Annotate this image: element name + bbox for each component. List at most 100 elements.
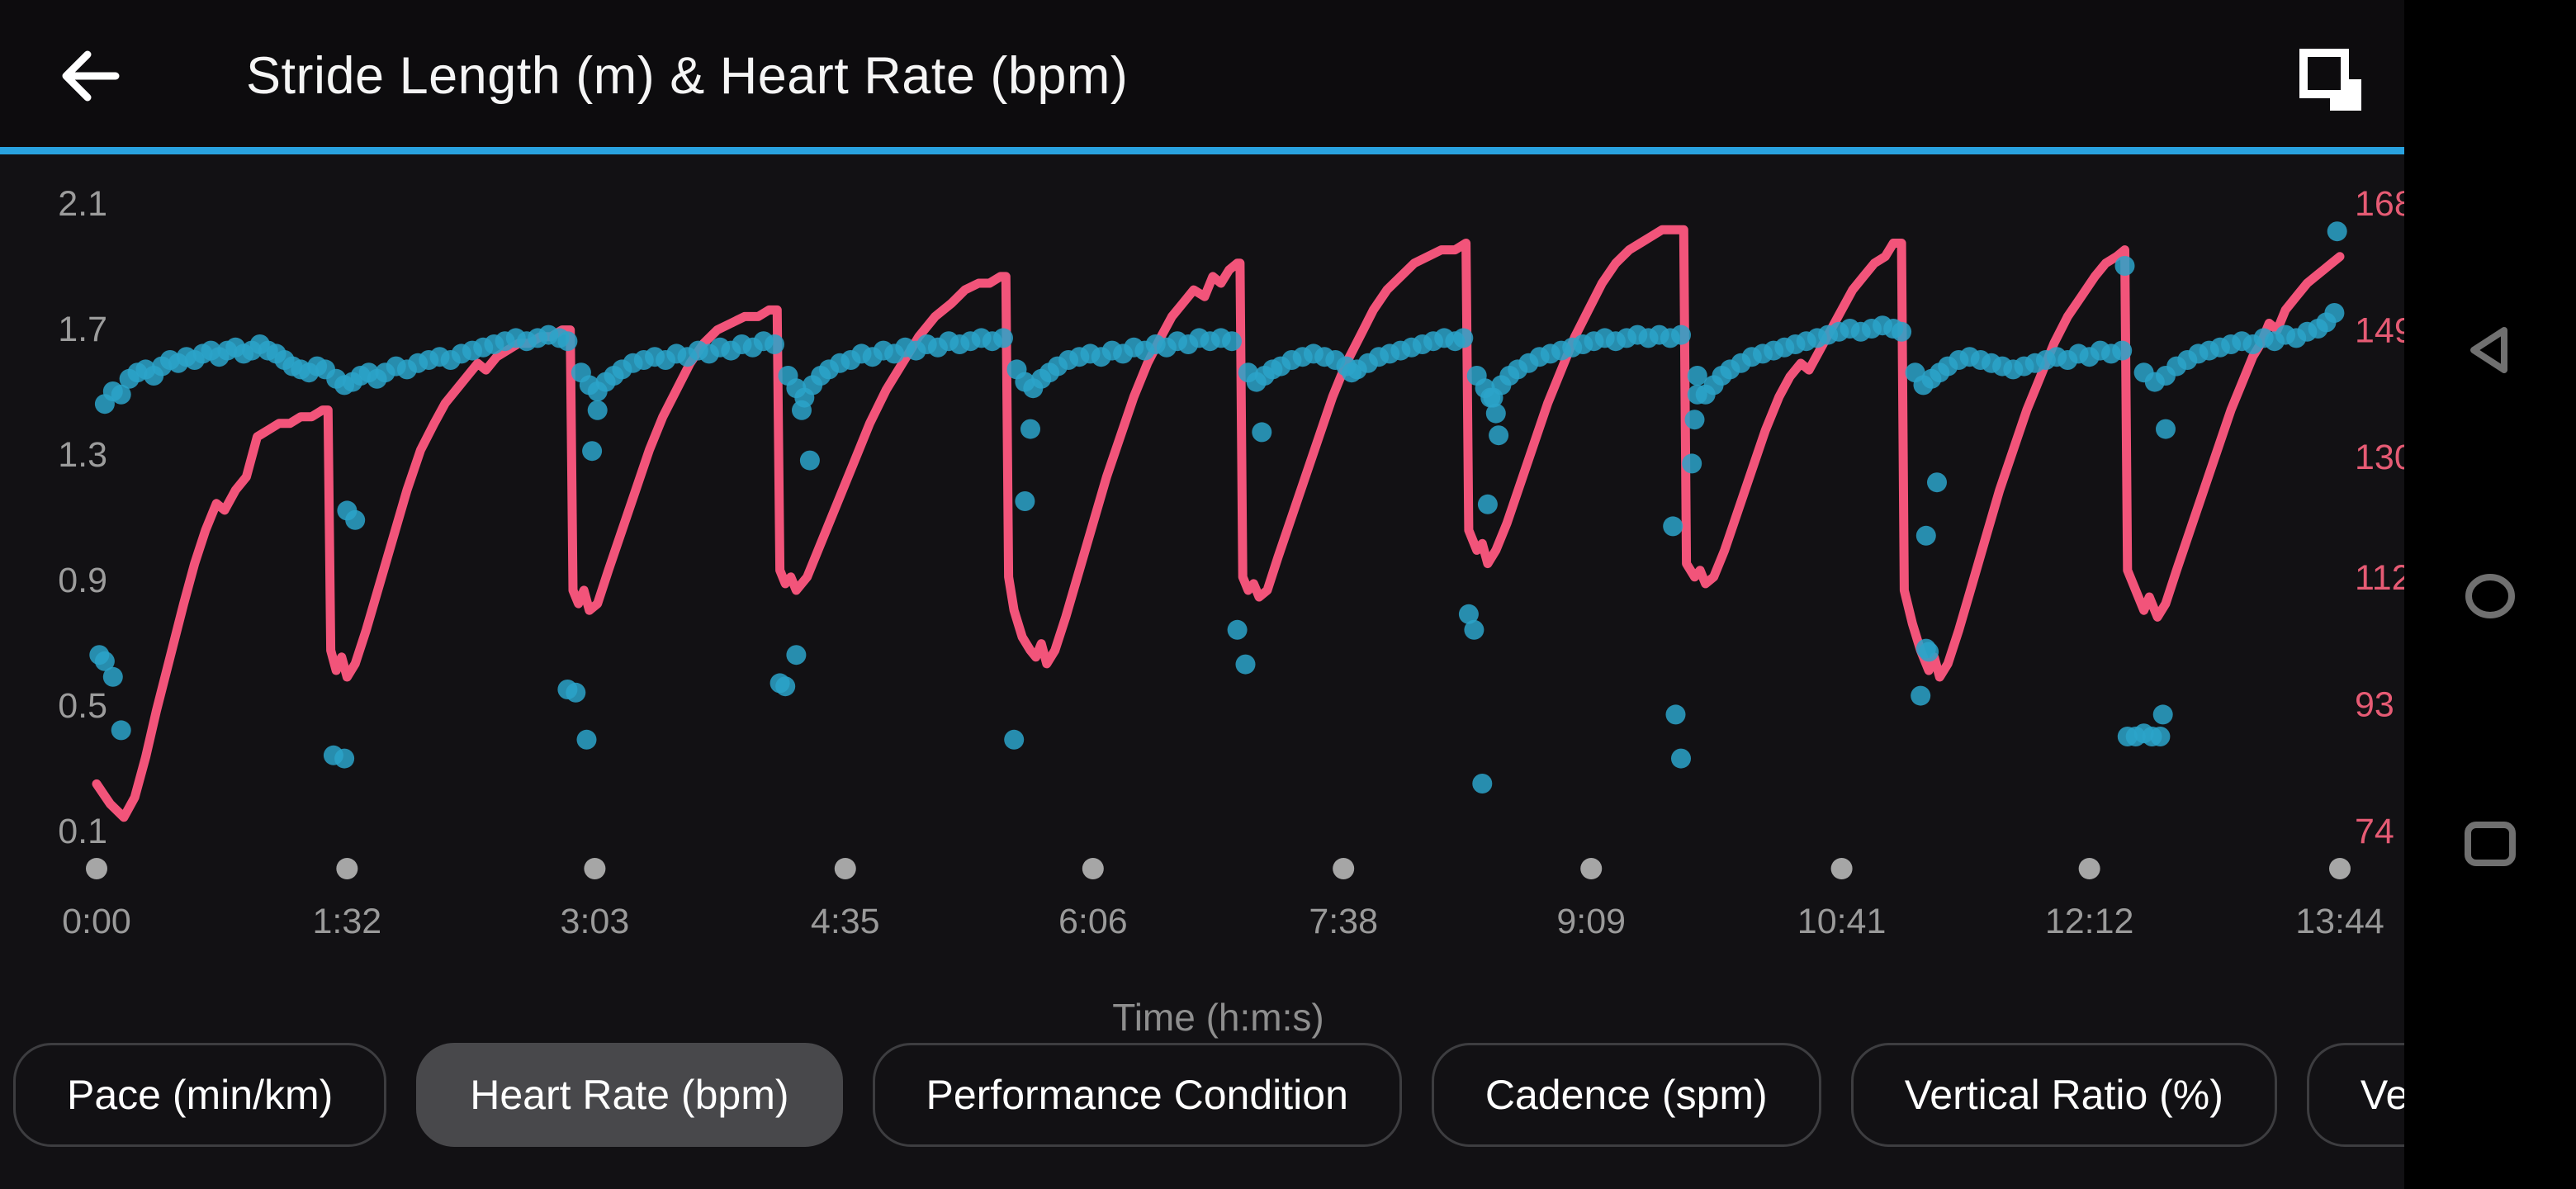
stride-length-dot — [2112, 340, 2133, 361]
stride-length-dot — [799, 450, 820, 471]
left-axis-tick-label: 2.1 — [58, 184, 107, 224]
x-tick-label: 9:09 — [1556, 902, 1626, 941]
stride-length-dot — [1480, 387, 1501, 408]
stride-length-dot — [1671, 324, 1691, 345]
metric-button-performance-condition[interactable]: Performance Condition — [872, 1043, 1402, 1147]
stride-length-dot — [1004, 729, 1025, 750]
dual-axis-chart: 2.1 1.7 1.3 0.9 0.5 0.1 168 149 130 112 93 74 0:00 1:… — [58, 184, 2404, 1039]
stride-length-dot — [1671, 748, 1691, 769]
stride-length-dot — [1663, 516, 1683, 537]
x-tick-label: 6:06 — [1058, 902, 1128, 941]
stride-length-dot — [2114, 256, 2135, 276]
x-tick-dot — [834, 858, 856, 879]
stride-length-dot — [765, 334, 784, 354]
stride-length-dot — [582, 441, 603, 462]
stride-length-dot — [1222, 331, 1242, 352]
stride-length-dot — [1252, 422, 1272, 443]
nav-back-triangle-icon — [2470, 327, 2507, 373]
left-axis-tick-label: 1.3 — [58, 435, 107, 475]
x-tick-label: 1:32 — [313, 902, 382, 941]
back-arrow-icon[interactable] — [51, 36, 130, 116]
left-axis-tick-label: 0.9 — [58, 561, 107, 600]
x-tick-dot — [1333, 858, 1355, 879]
x-tick-dot — [1580, 858, 1603, 879]
page-title: Stride Length (m) & Heart Rate (bpm) — [246, 47, 1129, 105]
stride-length-dot — [1919, 642, 1939, 662]
overlapping-squares-icon[interactable] — [2292, 41, 2383, 132]
stride-length-dot — [2152, 704, 2173, 725]
x-tick-label: 0:00 — [62, 902, 131, 941]
x-tick-dot — [2329, 858, 2351, 879]
stride-length-dot — [111, 720, 131, 741]
stride-length-dot — [1687, 384, 1707, 405]
nav-home-button[interactable] — [2404, 530, 2576, 662]
nav-recents-square-icon — [2465, 822, 2516, 866]
nav-back-button[interactable] — [2404, 284, 2576, 416]
stride-length-dot — [1687, 366, 1707, 386]
left-axis-tick-label: 1.7 — [58, 310, 107, 349]
right-axis-tick-label: 112 — [2355, 558, 2404, 598]
stride-length-dot — [1472, 774, 1493, 793]
stride-length-dot — [775, 676, 796, 697]
right-axis-tick-label: 74 — [2355, 812, 2394, 851]
stride-length-dot — [1485, 403, 1506, 424]
metric-button-cadence-spm[interactable]: Cadence (spm) — [1431, 1043, 1821, 1147]
stride-length-dot — [993, 328, 1013, 348]
stride-length-dot — [1015, 491, 1035, 511]
right-axis-tick-label: 168 — [2355, 184, 2404, 224]
metric-button-heart-rate-bpm[interactable]: Heart Rate (bpm) — [416, 1043, 843, 1147]
stride-length-dot — [1464, 619, 1485, 640]
stride-length-dot — [1489, 425, 1509, 446]
metric-button-vertical-ratio[interactable]: Vertical Ratio (%) — [1850, 1043, 2277, 1147]
stride-length-dot — [2150, 727, 2171, 746]
x-tick-label: 4:35 — [811, 902, 880, 941]
stride-length-dot — [111, 384, 131, 405]
stride-length-dot — [1458, 604, 1479, 624]
stride-length-dot — [576, 729, 597, 750]
stride-length-dot — [1020, 419, 1040, 439]
x-tick-dot — [86, 858, 107, 879]
x-tick-label: 3:03 — [561, 902, 630, 941]
stride-length-dot — [792, 400, 812, 420]
stride-length-dot — [1682, 453, 1702, 474]
accent-divider — [0, 147, 2404, 154]
x-tick-dot — [2078, 858, 2100, 879]
nav-home-circle-icon — [2465, 574, 2515, 618]
stride-length-dot — [94, 651, 115, 671]
stride-length-dot — [1911, 685, 1931, 706]
stride-length-dot — [1665, 704, 1686, 725]
stride-length-dot — [1477, 494, 1498, 514]
x-tick-label: 7:38 — [1309, 902, 1378, 941]
x-tick-dot — [1830, 858, 1853, 879]
nav-recents-button[interactable] — [2404, 778, 2576, 910]
stride-length-dot — [1927, 472, 1947, 493]
stride-length-dot — [566, 682, 586, 703]
android-nav-bar — [2404, 0, 2576, 1189]
stride-length-dot — [345, 509, 366, 530]
stride-length-dot — [587, 400, 608, 420]
stride-length-dot — [334, 748, 355, 769]
stride-length-dot — [557, 331, 578, 352]
stride-length-dot — [1235, 654, 1256, 675]
x-tick-dot — [584, 858, 606, 879]
stride-length-dot — [1453, 328, 1474, 348]
stride-length-dot — [102, 666, 123, 687]
metric-button-ve[interactable]: Ve — [2306, 1043, 2404, 1147]
stride-length-dot — [1227, 619, 1248, 640]
stride-length-dot — [2156, 419, 2176, 439]
metric-button-row: Pace (min/km) Heart Rate (bpm) Performance… — [13, 1043, 2404, 1152]
x-axis-title: Time (h:m:s) — [1112, 996, 1324, 1039]
right-axis-tick-label: 93 — [2355, 685, 2394, 724]
stride-length-dot — [786, 645, 807, 666]
heart-rate-line — [92, 225, 2345, 822]
x-tick-label: 13:44 — [2295, 902, 2384, 941]
x-tick-dot — [1082, 858, 1104, 879]
stride-length-dot — [2324, 303, 2345, 323]
x-tick-label: 12:12 — [2045, 902, 2134, 941]
metric-button-pace-min-km[interactable]: Pace (min/km) — [13, 1043, 387, 1147]
app-screen: 2.1 1.7 1.3 0.9 0.5 0.1 168 149 130 112 93 74 0:00 1:… — [0, 0, 2404, 1189]
stride-length-dot — [1892, 321, 1912, 342]
left-axis-tick-label: 0.1 — [58, 812, 107, 851]
right-axis-tick-label: 130 — [2355, 438, 2404, 477]
stride-length-dot — [1915, 525, 1936, 546]
